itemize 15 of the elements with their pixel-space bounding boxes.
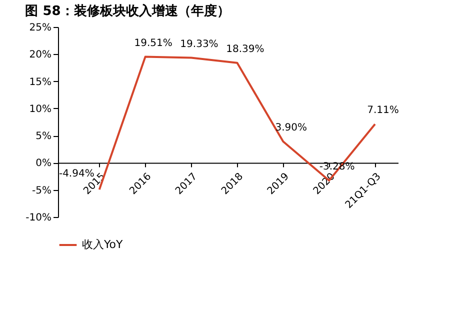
legend-label: 收入YoY bbox=[82, 238, 123, 251]
data-label: 19.33% bbox=[180, 38, 218, 50]
chart-title: 图 58：装修板块收入增速（年度） bbox=[25, 3, 230, 19]
y-tick-label: 5% bbox=[36, 131, 52, 142]
y-tick-label: 10% bbox=[29, 104, 52, 115]
y-tick-label: 20% bbox=[29, 50, 52, 61]
data-label: 18.39% bbox=[226, 44, 264, 55]
y-tick-label: 0% bbox=[36, 158, 52, 170]
data-label: 3.90% bbox=[275, 122, 308, 134]
y-tick-label: 25% bbox=[29, 22, 52, 34]
y-tick-label: -10% bbox=[26, 212, 52, 224]
y-tick-label: -5% bbox=[32, 185, 52, 196]
y-tick-label: 15% bbox=[29, 76, 52, 88]
data-label: 19.51% bbox=[134, 38, 172, 49]
data-label: 7.11% bbox=[367, 105, 399, 116]
